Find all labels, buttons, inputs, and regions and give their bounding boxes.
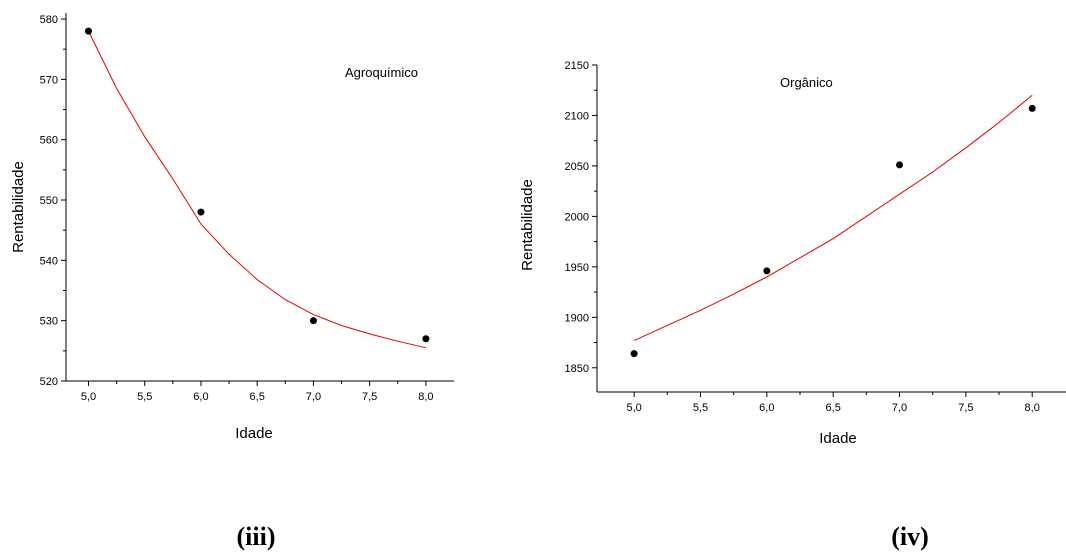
y-tick-label: 1900 xyxy=(565,312,589,324)
x-tick-label: 6,0 xyxy=(193,391,208,403)
chart-annotation: Orgânico xyxy=(780,75,833,90)
x-tick-label: 7,5 xyxy=(362,391,377,403)
data-point xyxy=(763,267,771,275)
x-tick-label: 8,0 xyxy=(418,391,433,403)
y-axis-label: Rentabilidade xyxy=(519,179,536,271)
data-point xyxy=(422,335,430,343)
x-tick-label: 6,0 xyxy=(759,402,774,414)
y-tick-label: 580 xyxy=(40,14,58,26)
x-tick-label: 5,5 xyxy=(137,391,152,403)
x-tick-label: 8,0 xyxy=(1025,402,1040,414)
data-point xyxy=(309,317,317,325)
axis-ticks: 5,0 5,5 6,0 6,5 7,0 7,5 8,0 520 530 540 550 560 570 5… xyxy=(40,14,434,403)
fit-curve xyxy=(88,30,427,349)
x-axis-label: Idade xyxy=(235,425,273,442)
x-axis-label: Idade xyxy=(819,430,857,447)
data-points xyxy=(630,104,1036,358)
data-points xyxy=(84,27,430,343)
x-tick-label: 5,5 xyxy=(693,402,708,414)
chart-agroquimico: 5,0 5,5 6,0 6,5 7,0 7,5 8,0 520 530 540 550 560 570 5… xyxy=(10,13,454,551)
y-tick-label: 1950 xyxy=(565,262,589,274)
x-tick-label: 5,0 xyxy=(627,402,642,414)
data-point xyxy=(84,27,92,35)
data-point xyxy=(896,161,904,169)
y-tick-label: 540 xyxy=(40,255,58,267)
x-tick-label: 6,5 xyxy=(826,402,841,414)
fit-curve xyxy=(633,94,1033,341)
data-point xyxy=(630,350,638,358)
y-tick-label: 2000 xyxy=(565,211,589,223)
axis-ticks: 5,0 5,5 6,0 6,5 7,0 7,5 8,0 1850 1900 1950 2000 205… xyxy=(565,60,1040,414)
x-tick-label: 6,5 xyxy=(250,391,265,403)
y-tick-label: 2100 xyxy=(565,110,589,122)
chart-annotation: Agroquímico xyxy=(345,65,418,80)
x-tick-label: 5,0 xyxy=(81,391,96,403)
y-tick-label: 550 xyxy=(40,195,58,207)
x-tick-label: 7,0 xyxy=(306,391,321,403)
y-axis-label: Rentabilidade xyxy=(10,161,27,253)
chart-organico: 5,0 5,5 6,0 6,5 7,0 7,5 8,0 1850 1900 1950 2000 205… xyxy=(519,60,1066,551)
panel-label: (iv) xyxy=(891,522,929,551)
y-tick-label: 2150 xyxy=(565,60,589,72)
y-tick-label: 2050 xyxy=(565,161,589,173)
y-tick-label: 530 xyxy=(40,316,58,328)
y-tick-label: 570 xyxy=(40,74,58,86)
panel-label: (iii) xyxy=(237,522,276,551)
y-tick-label: 1850 xyxy=(565,363,589,375)
data-point xyxy=(197,208,205,216)
x-tick-label: 7,0 xyxy=(892,402,907,414)
x-tick-label: 7,5 xyxy=(958,402,973,414)
data-point xyxy=(1028,104,1036,112)
y-tick-label: 520 xyxy=(40,376,58,388)
y-tick-label: 560 xyxy=(40,135,58,147)
